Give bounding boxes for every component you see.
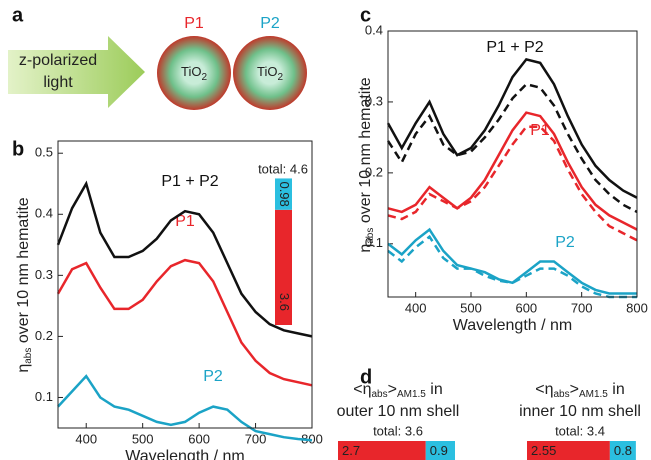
particle-label: P2	[260, 15, 280, 32]
series-label: P1 + P2	[161, 173, 218, 190]
arrow-text: light	[43, 74, 73, 91]
bar-title: <ηabs>AM1.5 in	[535, 381, 625, 399]
t: η	[357, 244, 374, 253]
bar-segment	[275, 178, 292, 210]
core-sub: 2	[277, 72, 283, 83]
x-tick-label: 500	[132, 431, 154, 446]
arrow-text: z-polarized	[19, 52, 97, 69]
bar-total: total: 3.4	[555, 423, 605, 438]
bar-total: total: 3.6	[373, 423, 423, 438]
t: abs	[365, 228, 376, 244]
bar-segment	[338, 441, 426, 460]
x-tick-label: 700	[571, 300, 593, 315]
core-sub: 2	[201, 72, 207, 83]
core-label: TiO2	[257, 64, 283, 82]
series-line	[387, 125, 638, 242]
panel-label: b	[12, 138, 24, 160]
y-axis-label: ηabs over 10 nm hematite	[357, 77, 375, 252]
x-axis-label: Wavelength / nm	[453, 317, 572, 334]
y-tick-label: 0.2	[365, 164, 383, 179]
light-arrow	[8, 36, 145, 108]
y-axis-label: ηabs over 10 nm hematite	[15, 197, 33, 372]
bar-segment	[527, 441, 610, 460]
t: >	[388, 381, 397, 398]
series-label: P2	[555, 234, 575, 251]
y-tick-label: 0.3	[365, 93, 383, 108]
panel-label: c	[360, 4, 371, 26]
y-tick-label: 0.3	[35, 267, 53, 282]
x-tick-label: 600	[515, 300, 537, 315]
core-text: TiO	[257, 64, 277, 79]
bar-label: 3.6	[277, 293, 292, 311]
bar-title: <ηabs>AM1.5 in	[353, 381, 443, 399]
panel-label: d	[360, 366, 372, 388]
bar-label: 0.98	[277, 181, 292, 206]
particle-label: P1	[184, 15, 204, 32]
series-line	[386, 57, 638, 199]
bar-label: 0.9	[430, 443, 448, 458]
series-line	[56, 180, 313, 338]
series-line	[387, 227, 637, 295]
series-label: P1	[175, 213, 195, 230]
core-label: TiO2	[181, 64, 207, 82]
particle	[157, 36, 231, 110]
y-tick-label: 0.5	[35, 145, 53, 160]
series-line	[57, 374, 313, 442]
series-line	[386, 82, 638, 214]
bar-label: 0.8	[614, 443, 632, 458]
y-tick-label: 0.1	[35, 389, 53, 404]
panel-label: a	[12, 4, 24, 26]
bar-segment	[609, 441, 636, 460]
t: η	[15, 364, 32, 373]
x-tick-label: 800	[626, 300, 648, 315]
x-axis-label: Wavelength / nm	[125, 448, 244, 460]
t: abs	[553, 389, 569, 400]
plot-frame	[387, 30, 638, 298]
series-line	[387, 234, 637, 299]
t: over 10 nm hematite	[357, 77, 374, 227]
t: abs	[371, 389, 387, 400]
t: >	[570, 381, 579, 398]
y-tick-label: 0.4	[35, 206, 53, 221]
x-tick-label: 400	[75, 431, 97, 446]
y-tick-label: 0.2	[35, 328, 53, 343]
t: over 10 nm hematite	[15, 197, 32, 347]
particle	[233, 36, 307, 110]
x-tick-label: 800	[301, 431, 323, 446]
x-tick-label: 500	[460, 300, 482, 315]
series-line	[56, 258, 313, 387]
plot-frame	[57, 140, 313, 429]
t: AM1.5	[579, 389, 608, 400]
t: in	[608, 381, 625, 398]
x-tick-label: 600	[188, 431, 210, 446]
x-tick-label: 400	[405, 300, 427, 315]
core-text: TiO	[181, 64, 201, 79]
t: abs	[23, 348, 34, 364]
t: <η	[353, 381, 371, 398]
bar-label: 2.7	[342, 443, 360, 458]
series-line	[387, 111, 638, 231]
t: <η	[535, 381, 553, 398]
bar-title: outer 10 nm shell	[337, 403, 460, 420]
x-tick-label: 700	[245, 431, 267, 446]
y-tick-label: 0.4	[365, 22, 383, 37]
y-tick-label: 0.1	[365, 235, 383, 250]
bar-segment	[425, 441, 455, 460]
bar-total: total: 4.6	[258, 161, 308, 176]
series-label: P1 + P2	[486, 39, 543, 56]
bar-title: inner 10 nm shell	[519, 403, 641, 420]
series-label: P2	[203, 368, 223, 385]
bar-segment	[275, 209, 292, 325]
t: in	[426, 381, 443, 398]
bar-label: 2.55	[531, 443, 556, 458]
t: AM1.5	[397, 389, 426, 400]
